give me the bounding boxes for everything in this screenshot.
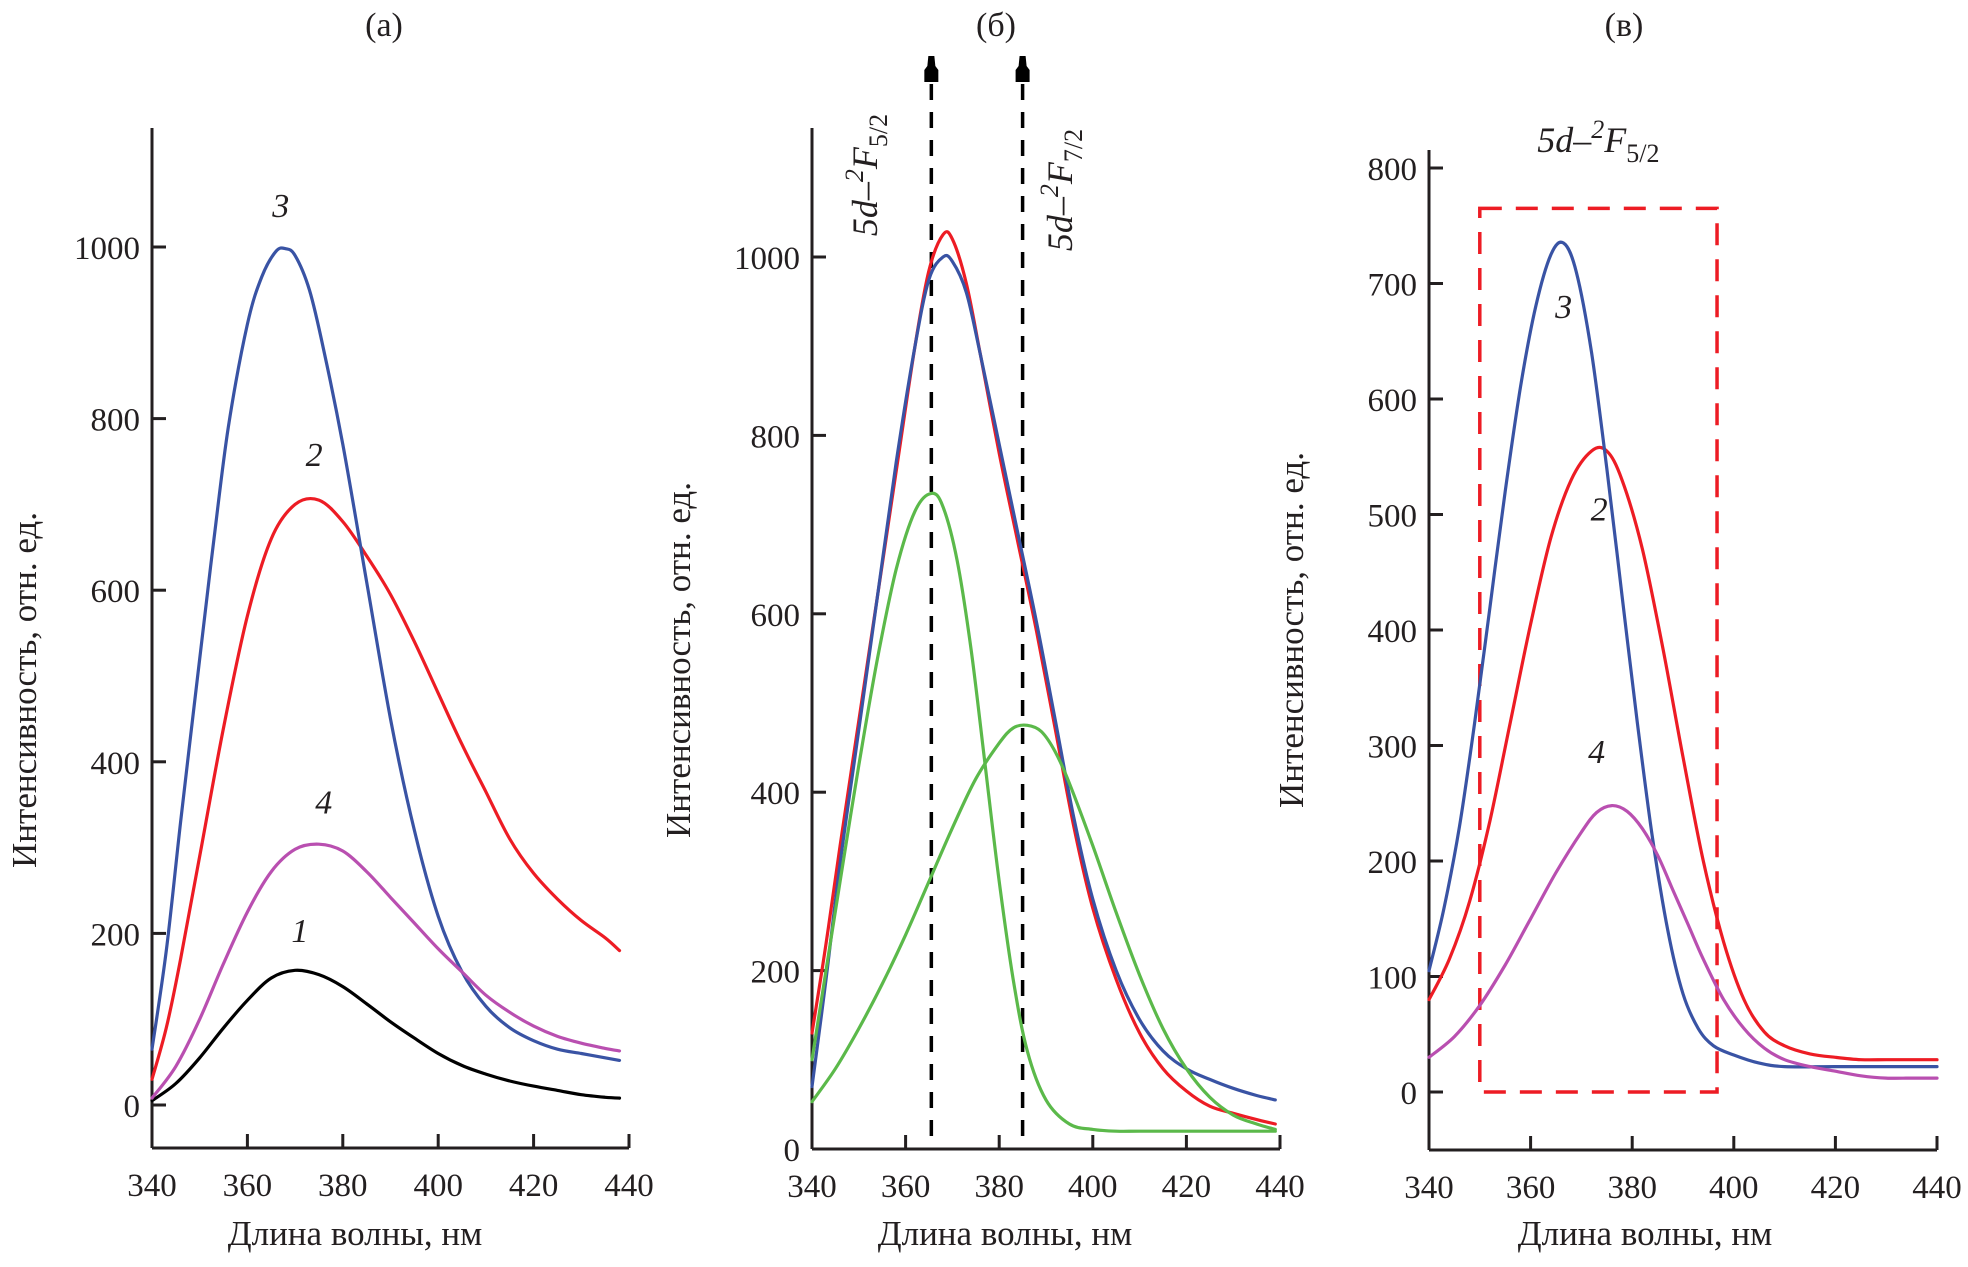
region-box [1478,206,1719,1094]
curve-label: 3 [1554,289,1572,326]
term-subscript: 5/2 [1626,139,1659,168]
series-line-3 [1427,240,1939,1069]
curve-label: 1 [291,913,308,950]
y-tick-label: 600 [1368,383,1418,419]
y-tick-label: 600 [91,574,141,610]
x-tick-label: 440 [604,1168,654,1204]
y-tick-label: 500 [1368,499,1418,535]
panel-a-xlabel: Длина волны, нм [228,1214,483,1253]
transition-label-1: 5d–2F5/2 [840,114,893,236]
panel-b-title: (б) [976,7,1016,44]
x-tick-label: 340 [127,1168,177,1204]
y-tick-label: 200 [1368,845,1418,881]
term-superscript: 2 [1035,184,1064,197]
y-tick-label: 1000 [734,241,800,277]
x-tick-label: 340 [787,1169,837,1205]
x-tick-label: 420 [1811,1170,1861,1206]
term-main: 5d– [1537,120,1592,160]
x-tick-label: 440 [1255,1169,1305,1205]
y-tick-label: 800 [91,403,141,439]
x-tick-label: 340 [1404,1170,1454,1206]
term-letter: F [1603,120,1627,160]
y-tick-label: 200 [751,955,801,991]
y-tick-label: 300 [1368,730,1418,766]
y-tick-label: 0 [784,1133,801,1169]
curve-label: 4 [1588,734,1605,771]
x-tick-label: 400 [413,1168,463,1204]
series-line-component-5/2 [810,491,1277,1133]
y-tick-label: 100 [1368,961,1418,997]
panel-c: (в) Длина волны, нм Интенсивность, отн. … [1272,7,1962,1253]
term-letter: F [1040,161,1080,185]
x-tick-label: 400 [1068,1169,1118,1205]
transition-label-2: 5d–2F7/2 [1035,129,1088,251]
x-tick-label: 380 [974,1169,1024,1205]
x-tick-label: 420 [509,1168,559,1204]
series-line-1 [150,968,622,1103]
curve-label: 2 [306,437,323,474]
y-tick-label: 0 [124,1089,141,1125]
y-tick-label: 600 [751,598,801,634]
panel-a-title: (а) [365,7,403,44]
panel-c-ylabel: Интенсивность, отн. ед. [1272,452,1311,808]
y-tick-label: 700 [1368,268,1418,304]
panel-c-xlabel: Длина волны, нм [1518,1214,1773,1253]
y-tick-label: 400 [1368,614,1418,650]
curve-label: 2 [1591,491,1608,528]
y-tick-label: 800 [1368,152,1418,188]
term-superscript: 2 [1591,115,1604,144]
y-tick-label: 1000 [74,231,140,267]
x-tick-label: 380 [1607,1170,1657,1206]
series-line-total-red [810,230,1277,1126]
x-tick-label: 380 [318,1168,368,1204]
arrow-up-icon [1015,56,1030,82]
x-tick-label: 420 [1162,1169,1212,1205]
series-line-3 [150,246,622,1062]
y-tick-label: 400 [751,776,801,812]
region-box-label: 5d–2F5/2 [1537,115,1659,168]
series-line-2 [150,496,622,1081]
series-line-component-7/2 [810,723,1277,1131]
curve-label: 3 [271,188,289,225]
x-tick-label: 360 [881,1169,931,1205]
series-line-2 [1427,445,1939,1062]
term-main: 5d– [845,181,885,236]
series-line-4 [1427,803,1939,1080]
arrow-up-icon [924,56,939,82]
x-tick-label: 360 [1506,1170,1556,1206]
panel-c-title: (в) [1605,7,1644,44]
panel-a: (а) Длина волны, нм Интенсивность, отн. … [5,7,654,1253]
y-tick-label: 200 [91,917,141,953]
term-superscript: 2 [840,169,869,182]
y-tick-label: 0 [1401,1076,1418,1112]
term-main: 5d– [1040,196,1080,251]
term-letter: F [845,146,885,170]
curve-label: 4 [315,784,332,821]
y-tick-label: 400 [91,746,141,782]
y-tick-label: 800 [751,419,801,455]
x-tick-label: 400 [1709,1170,1759,1206]
term-subscript: 7/2 [1059,129,1088,162]
series-line-4 [150,842,622,1100]
term-subscript: 5/2 [864,114,893,147]
x-tick-label: 440 [1912,1170,1962,1206]
series-line-total-blue [810,253,1277,1102]
panel-b: (б) Длина волны, нм Интенсивность, отн. … [659,7,1305,1253]
panel-a-ylabel: Интенсивность, отн. ед. [5,512,44,868]
panel-b-ylabel: Интенсивность, отн. ед. [659,482,698,838]
x-tick-label: 360 [223,1168,273,1204]
panel-b-xlabel: Длина волны, нм [878,1214,1133,1253]
